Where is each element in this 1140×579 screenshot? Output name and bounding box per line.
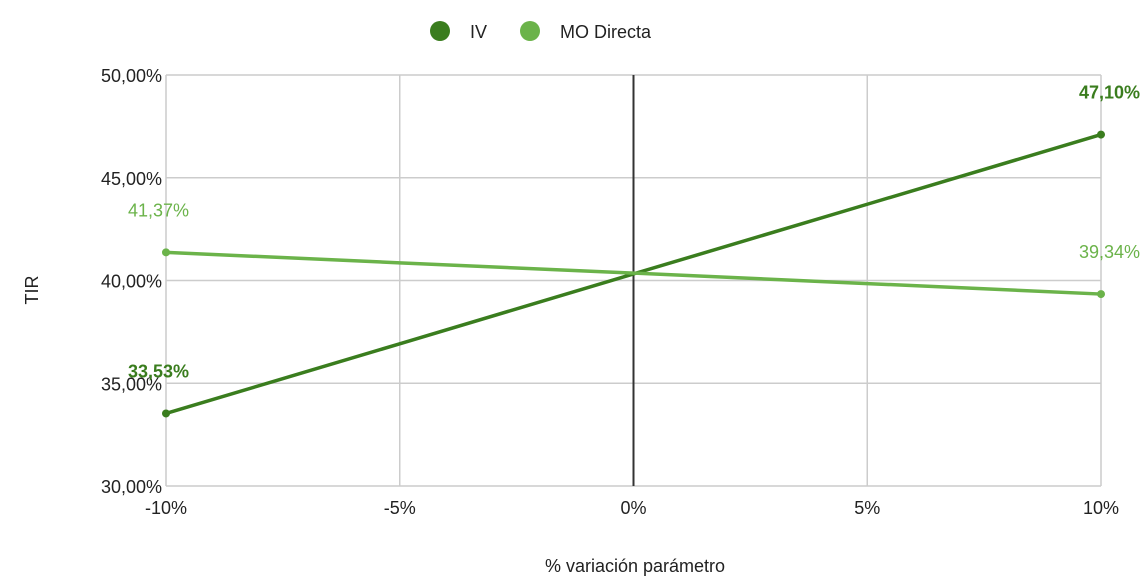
y-axis-ticks: 30,00% 35,00% 40,00% 45,00% 50,00% <box>101 66 162 497</box>
legend-marker <box>520 21 540 41</box>
x-tick-label: -5% <box>384 498 416 518</box>
y-tick-label: 45,00% <box>101 169 162 189</box>
legend: IV MO Directa <box>430 21 652 42</box>
y-tick-label: 30,00% <box>101 477 162 497</box>
data-label: 47,10% <box>1079 83 1140 103</box>
x-tick-label: -10% <box>145 498 187 518</box>
series-point <box>1097 290 1105 299</box>
series-line-1 <box>165 250 1102 296</box>
y-axis-title: TIR <box>22 276 42 305</box>
grid <box>165 74 1102 487</box>
y-tick-label: 35,00% <box>101 374 162 394</box>
series-point <box>1097 130 1105 139</box>
x-axis-ticks: -10% -5% 0% 5% 10% <box>145 498 1119 518</box>
legend-label: IV <box>470 22 487 42</box>
data-label: 41,37% <box>128 200 189 220</box>
x-tick-label: 10% <box>1083 498 1119 518</box>
series-lines <box>162 130 1105 418</box>
series-point <box>162 248 170 257</box>
legend-label: MO Directa <box>560 22 652 42</box>
x-axis-title: % variación parámetro <box>545 556 725 576</box>
data-label: 39,34% <box>1079 242 1140 262</box>
data-label: 33,53% <box>128 361 189 381</box>
series-point <box>162 409 170 418</box>
y-tick-label: 40,00% <box>101 272 162 292</box>
x-tick-label: 0% <box>620 498 646 518</box>
y-tick-label: 50,00% <box>101 66 162 86</box>
data-labels: 33,53% 47,10% 41,37% 39,34% <box>128 83 1140 382</box>
x-tick-label: 5% <box>854 498 880 518</box>
legend-marker <box>430 21 450 41</box>
